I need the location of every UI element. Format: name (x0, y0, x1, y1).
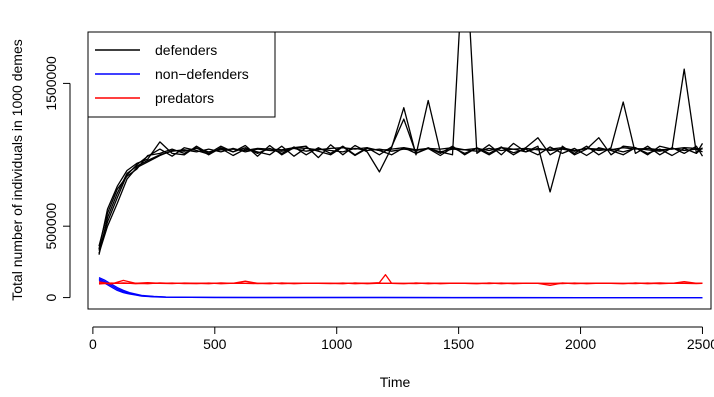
legend-label: predators (155, 90, 214, 106)
series-layer (98, 32, 704, 299)
series-line-predators-11 (98, 282, 703, 285)
y-tick-label: 1500000 (43, 56, 59, 111)
x-tick-label: 500 (203, 336, 227, 352)
x-tick-label: 0 (89, 336, 97, 352)
series-line-defenders-4 (98, 147, 703, 255)
series-line-non-defenders-8 (98, 279, 703, 299)
x-tick-label: 1500 (443, 336, 474, 352)
y-tick-label: 0 (43, 293, 59, 301)
x-tick-label: 1000 (321, 336, 352, 352)
y-axis-label: Total number of individuals in 1000 deme… (9, 39, 25, 301)
y-tick-label: 500000 (43, 203, 59, 250)
series-line-defenders-5 (98, 145, 703, 251)
plot-frame (87, 31, 712, 310)
x-axis-label: Time (380, 374, 411, 390)
legend-label: non−defenders (155, 66, 249, 82)
y-axis: 0 500000 1500000 (43, 56, 71, 301)
legend: defenders non−defenders predators (87, 31, 276, 118)
legend-label: defenders (155, 42, 217, 58)
x-tick-label: 2000 (565, 336, 596, 352)
